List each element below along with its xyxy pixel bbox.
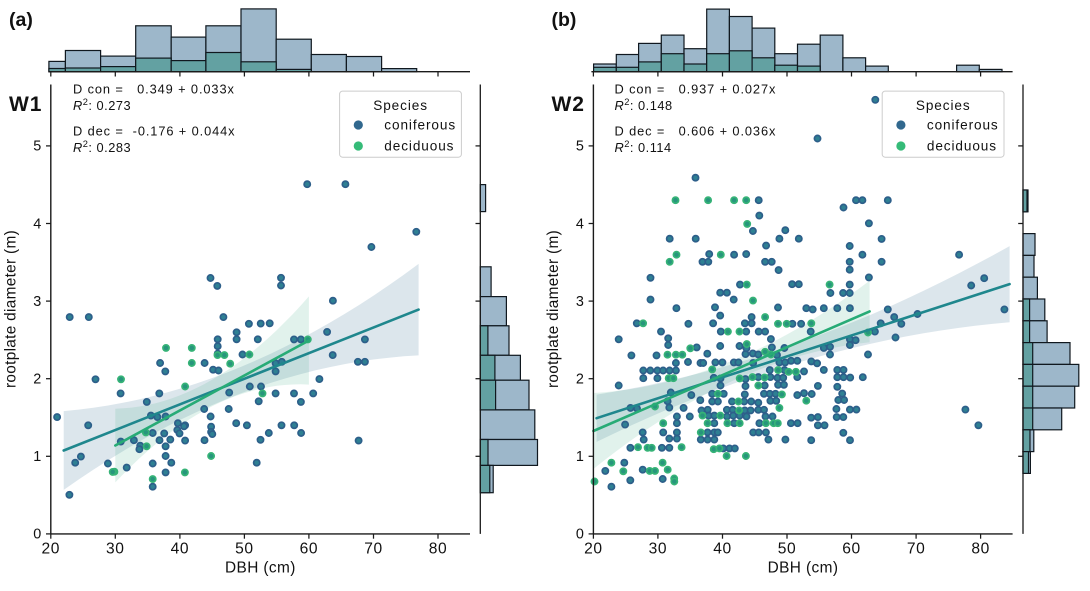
svg-text:(a): (a) (9, 9, 33, 31)
svg-text:coniferous: coniferous (927, 118, 999, 133)
svg-text:4: 4 (33, 216, 41, 232)
svg-text:R2: 0.114: R2: 0.114 (615, 139, 672, 155)
svg-text:4: 4 (576, 216, 584, 232)
svg-text:0: 0 (33, 527, 41, 543)
svg-text:Species: Species (916, 98, 971, 113)
svg-text:D con = 0.937 + 0.027x: D con = 0.937 + 0.027x (615, 82, 777, 97)
svg-text:rootplate diameter (m): rootplate diameter (m) (3, 230, 20, 388)
svg-text:Species: Species (373, 98, 428, 113)
svg-text:30: 30 (106, 540, 125, 557)
svg-text:R2: 0.148: R2: 0.148 (615, 97, 673, 113)
svg-text:40: 40 (713, 540, 732, 557)
svg-text:D con = 0.349 + 0.033x: D con = 0.349 + 0.033x (73, 82, 235, 97)
svg-text:D dec = -0.176 + 0.044x: D dec = -0.176 + 0.044x (73, 124, 235, 139)
svg-text:2: 2 (576, 372, 584, 388)
svg-text:20: 20 (584, 540, 603, 557)
svg-text:5: 5 (33, 139, 41, 155)
svg-text:70: 70 (364, 540, 383, 557)
svg-text:1: 1 (576, 449, 584, 465)
svg-text:1: 1 (33, 449, 41, 465)
svg-text:40: 40 (171, 540, 190, 557)
svg-text:deciduous: deciduous (384, 139, 454, 154)
svg-text:0: 0 (576, 527, 584, 543)
svg-text:60: 60 (842, 540, 861, 557)
svg-text:(b): (b) (552, 9, 577, 31)
svg-text:70: 70 (907, 540, 926, 557)
svg-text:rootplate diameter (m): rootplate diameter (m) (545, 230, 562, 388)
svg-text:60: 60 (300, 540, 319, 557)
svg-text:3: 3 (576, 294, 584, 310)
svg-text:W2: W2 (552, 93, 585, 116)
svg-text:80: 80 (429, 540, 448, 557)
svg-text:50: 50 (778, 540, 797, 557)
svg-text:2: 2 (33, 372, 41, 388)
svg-text:DBH (cm): DBH (cm) (768, 560, 839, 577)
svg-text:R2: 0.283: R2: 0.283 (73, 139, 131, 155)
svg-text:3: 3 (33, 294, 41, 310)
svg-text:30: 30 (649, 540, 668, 557)
svg-text:50: 50 (235, 540, 254, 557)
svg-text:coniferous: coniferous (384, 118, 456, 133)
svg-text:20: 20 (42, 540, 61, 557)
svg-text:80: 80 (971, 540, 990, 557)
svg-text:R2: 0.273: R2: 0.273 (73, 97, 131, 113)
svg-text:W1: W1 (9, 93, 42, 116)
svg-text:D dec = 0.606 + 0.036x: D dec = 0.606 + 0.036x (615, 124, 777, 139)
svg-text:deciduous: deciduous (927, 139, 997, 154)
svg-text:5: 5 (576, 139, 584, 155)
svg-text:DBH (cm): DBH (cm) (225, 560, 296, 577)
